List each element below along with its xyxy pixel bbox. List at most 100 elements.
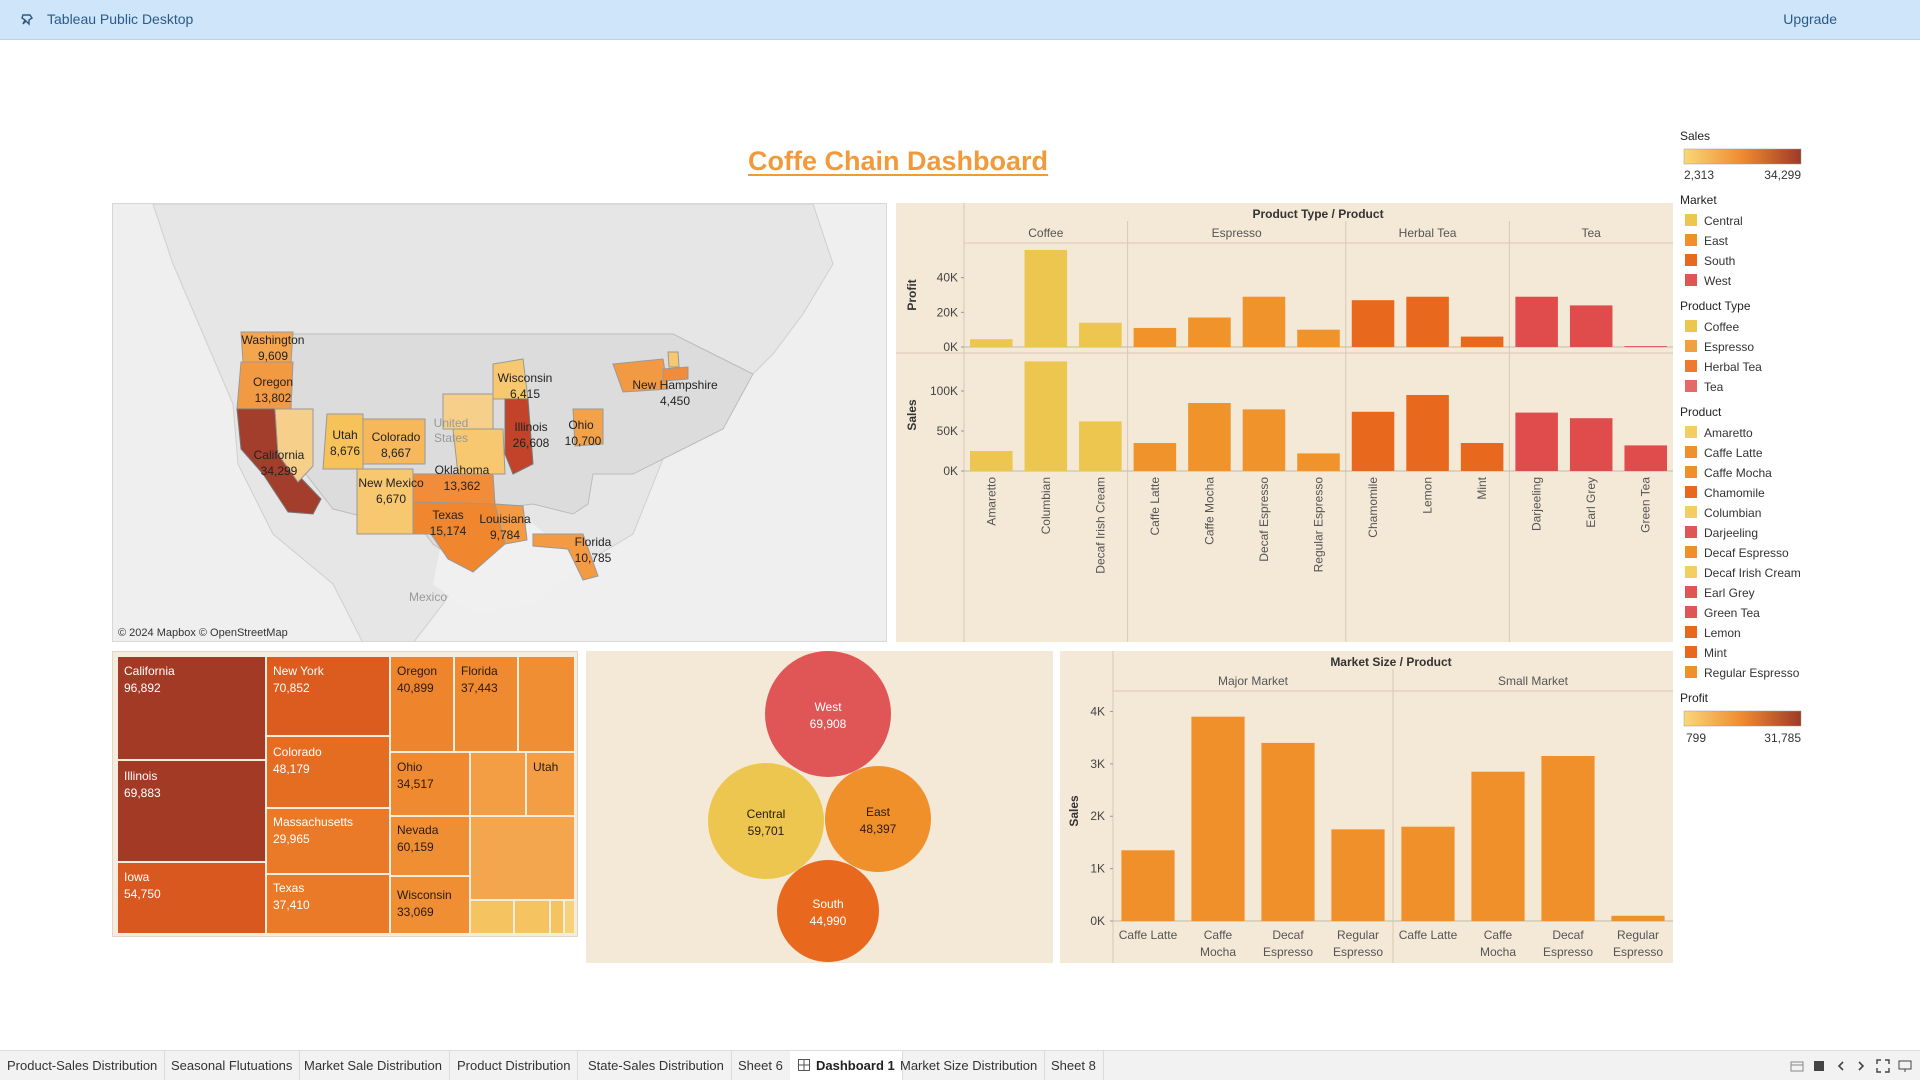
tab-state-sales-distribution[interactable]: State-Sales Distribution [581,1051,732,1080]
map-attribution[interactable]: © 2024 Mapbox © OpenStreetMap [118,627,288,639]
product-chart-svg[interactable]: Product Type / Product Coffee Espresso Herb… [896,203,1673,642]
legend-product-label-decaf-irish-cream[interactable]: Decaf Irish Cream [1704,566,1801,580]
bar-sales-amaretto[interactable] [969,451,1013,471]
bar-profit-lemon[interactable] [1406,296,1449,347]
pin-icon[interactable] [20,12,36,28]
bubble-central[interactable] [708,763,824,879]
market-bar-small-market-caffe-mocha[interactable] [1471,771,1525,921]
legend-product-type-label-tea[interactable]: Tea [1704,380,1724,394]
legend-product-type-swatch-coffee[interactable] [1685,320,1697,332]
bubble-west[interactable] [765,651,891,777]
legend-product-swatch-green-tea[interactable] [1685,606,1697,618]
bar-profit-amaretto[interactable] [969,339,1013,347]
bar-sales-mint[interactable] [1460,443,1504,471]
legend-market-label-west[interactable]: West [1704,274,1732,288]
bar-sales-lemon[interactable] [1406,395,1449,471]
state-ohio[interactable] [572,408,604,447]
legend-market-label-east[interactable]: East [1704,234,1729,248]
product-type-chart[interactable]: Product Type / Product Coffee Espresso Herb… [896,203,1673,642]
bar-sales-columbian[interactable] [1024,361,1068,471]
state-louisiana[interactable] [494,503,528,545]
state-treemap[interactable]: California 96,892 Illinois 69,883 Iowa 5… [112,651,578,937]
treemap-cell-state-a[interactable] [517,655,576,753]
treemap-cell-state-g[interactable] [563,899,576,935]
tab-product-sales-distribution[interactable]: Product-Sales Distribution [0,1051,166,1080]
bar-sales-decaf-irish-cream[interactable] [1079,421,1122,471]
state-missouri[interactable] [452,428,506,475]
bar-sales-earl-grey[interactable] [1569,418,1613,471]
legend-sales-gradient[interactable] [1683,148,1802,165]
legend-product-label-regular-espresso[interactable]: Regular Espresso [1704,666,1800,680]
bar-sales-caffe-mocha[interactable] [1188,403,1231,471]
market-bar-small-market-decaf-espresso[interactable] [1541,756,1595,921]
legend-product-label-green-tea[interactable]: Green Tea [1704,606,1760,620]
tab-sheet-6[interactable]: Sheet 6 [731,1051,791,1080]
bar-sales-regular-espresso[interactable] [1297,453,1340,471]
fullscreen-icon[interactable] [1876,1059,1890,1073]
filmstrip-icon[interactable] [1812,1059,1826,1073]
bar-profit-regular-espresso[interactable] [1297,329,1340,347]
prev-sheet-icon[interactable] [1834,1059,1848,1073]
treemap-cell-state-f[interactable] [549,899,565,935]
legend-product-type-label-espresso[interactable]: Espresso [1704,340,1754,354]
legend-product-swatch-decaf-espresso[interactable] [1685,546,1697,558]
bar-profit-mint[interactable] [1460,336,1504,347]
next-sheet-icon[interactable] [1854,1059,1868,1073]
legend-product-label-darjeeling[interactable]: Darjeeling [1704,526,1758,540]
market-bar-major-market-regular-espresso[interactable] [1331,829,1385,921]
legend-product-type-swatch-espresso[interactable] [1685,340,1697,352]
bubble-east[interactable] [825,766,931,872]
bar-sales-decaf-espresso[interactable] [1242,409,1286,471]
legend-product-swatch-caffe-latte[interactable] [1685,446,1697,458]
tab-product-distribution[interactable]: Product Distribution [450,1051,579,1080]
treemap-cell-state-b[interactable] [469,751,527,817]
bar-profit-decaf-espresso[interactable] [1242,296,1286,347]
bar-profit-columbian[interactable] [1024,249,1068,347]
bar-profit-caffe-mocha[interactable] [1188,317,1231,347]
presentation-icon[interactable] [1898,1059,1912,1073]
market-chart-svg[interactable]: Market Size / Product Sales Major Market Sm… [1060,651,1673,963]
legend-market-label-central[interactable]: Central [1704,214,1743,228]
treemap-cell-colorado[interactable] [265,735,391,809]
legend-product-type-label-herbal-tea[interactable]: Herbal Tea [1704,360,1762,374]
bar-profit-green-tea[interactable] [1624,346,1668,347]
treemap-cell-state-e[interactable] [513,899,551,935]
map-canvas[interactable]: Washington 9,609 Oregon 13,802 Californi… [113,204,887,642]
tab-dashboard-1[interactable]: Dashboard 1 [790,1051,903,1080]
legend-product-swatch-decaf-irish-cream[interactable] [1685,566,1697,578]
legend-product-swatch-mint[interactable] [1685,646,1697,658]
legend-product-label-mint[interactable]: Mint [1704,646,1727,660]
tab-sheet-8[interactable]: Sheet 8 [1044,1051,1104,1080]
treemap-cell-new-york[interactable] [265,655,391,737]
state-nevada[interactable] [274,408,314,483]
state-colorado[interactable] [362,418,426,465]
legend-product-swatch-earl-grey[interactable] [1685,586,1697,598]
legend-product-swatch-regular-espresso[interactable] [1685,666,1697,678]
legend-profit-gradient[interactable] [1683,710,1802,727]
legend-product-label-earl-grey[interactable]: Earl Grey [1704,586,1755,600]
legend-product-label-decaf-espresso[interactable]: Decaf Espresso [1704,546,1789,560]
bar-sales-green-tea[interactable] [1624,445,1668,471]
market-bar-major-market-decaf-espresso[interactable] [1261,742,1315,921]
legend-product-swatch-amaretto[interactable] [1685,426,1697,438]
state-illinois[interactable] [504,398,534,475]
treemap-svg[interactable]: California 96,892 Illinois 69,883 Iowa 5… [113,652,579,938]
legend-product-swatch-columbian[interactable] [1685,506,1697,518]
legend-product-swatch-lemon[interactable] [1685,626,1697,638]
treemap-cell-state-c[interactable] [469,815,576,901]
treemap-cell-florida[interactable] [453,655,519,753]
legend-product-type-swatch-herbal-tea[interactable] [1685,360,1697,372]
state-florida[interactable] [532,533,599,581]
legend-market-swatch-east[interactable] [1685,234,1697,246]
state-massachusetts[interactable] [662,366,689,382]
upgrade-link[interactable]: Upgrade [1783,11,1837,27]
legend-market-swatch-central[interactable] [1685,214,1697,226]
treemap-cell-iowa[interactable] [116,861,267,935]
sheet-sorter-icon[interactable] [1790,1059,1804,1073]
market-bubble-chart[interactable]: West 69,908 Central 59,701 East 48,397 S… [586,651,1053,963]
legend-market-swatch-west[interactable] [1685,274,1697,286]
market-bar-small-market-caffe-latte[interactable] [1401,826,1455,921]
legend-market-swatch-south[interactable] [1685,254,1697,266]
legend-product-label-chamomile[interactable]: Chamomile [1704,486,1765,500]
market-bar-major-market-caffe-latte[interactable] [1121,850,1175,921]
